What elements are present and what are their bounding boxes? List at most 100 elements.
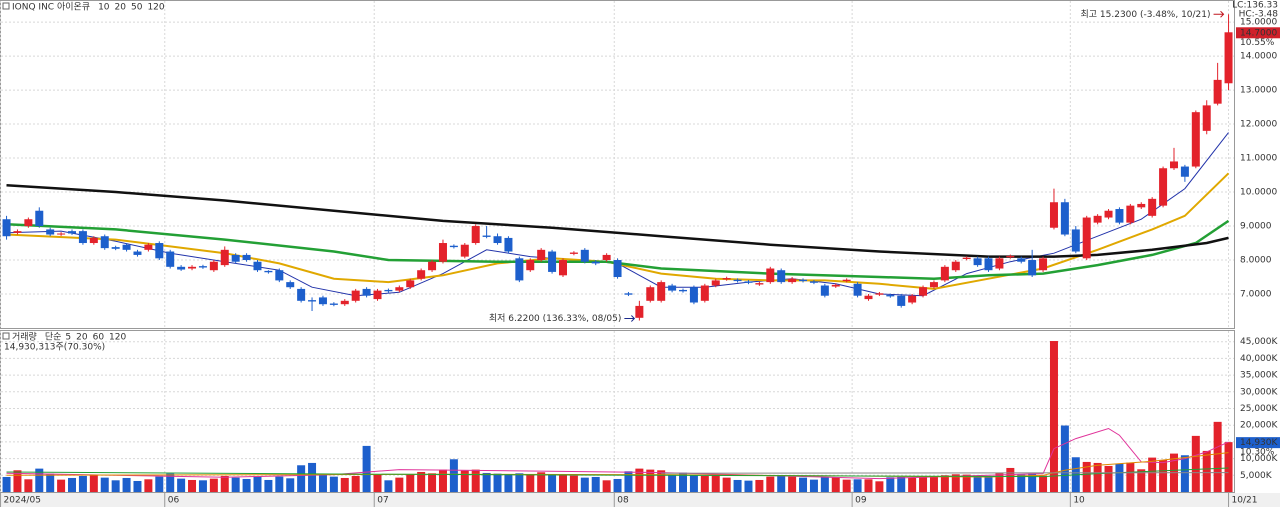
volume-bar xyxy=(471,469,480,492)
volume-bar xyxy=(155,476,164,492)
y-tick-label: 20,000K xyxy=(1240,421,1278,431)
candle-body xyxy=(689,287,698,303)
max-arrow xyxy=(1213,10,1225,18)
volume-bar xyxy=(515,473,524,492)
moving-average-line xyxy=(661,472,1229,474)
volume-bar xyxy=(122,477,131,492)
volume-bar xyxy=(940,475,949,492)
volume-bar xyxy=(722,477,731,492)
y-tick-label: 7.0000 xyxy=(1240,290,1272,300)
volume-bar xyxy=(569,475,578,492)
price-panel xyxy=(0,0,1235,329)
volume-bar xyxy=(613,478,622,492)
candle-body xyxy=(89,237,98,244)
candle-body xyxy=(984,258,993,271)
volume-bar xyxy=(209,478,218,492)
candle-body xyxy=(1049,202,1058,228)
volume-bar xyxy=(886,477,895,492)
candle-body xyxy=(853,283,862,296)
volume-bar xyxy=(799,477,808,492)
candle-body xyxy=(1180,166,1189,177)
candle-body xyxy=(679,289,688,292)
volume-bar xyxy=(558,474,567,492)
candle-body xyxy=(482,235,491,237)
last-volume-box xyxy=(1236,437,1280,449)
candle-body xyxy=(940,266,949,281)
volume-bar xyxy=(100,477,109,492)
candle-body xyxy=(242,254,251,261)
volume-bar xyxy=(1006,467,1015,492)
panel-icon xyxy=(2,332,10,340)
candle-body xyxy=(2,219,11,237)
volume-bar xyxy=(635,468,644,492)
volume-bar xyxy=(548,474,557,492)
candle-body xyxy=(111,247,120,249)
candle-body xyxy=(231,254,240,262)
volume-bar xyxy=(417,471,426,492)
volume-bar xyxy=(308,462,317,492)
volume-bar xyxy=(395,477,404,492)
candle-body xyxy=(635,305,644,318)
candle-body xyxy=(166,251,175,267)
candle-body xyxy=(362,288,371,296)
volume-bar xyxy=(384,480,393,492)
candle-body xyxy=(1137,203,1146,208)
volume-bar xyxy=(929,476,938,492)
volume-bar xyxy=(1049,341,1058,492)
candle-body xyxy=(613,260,622,278)
x-tick-label: 07 xyxy=(377,496,388,506)
volume-bar xyxy=(1028,473,1037,492)
candle-body xyxy=(1169,161,1178,169)
candle-body xyxy=(275,270,284,281)
volume-bar xyxy=(220,475,229,492)
candle-body xyxy=(1006,255,1015,258)
candle-body xyxy=(253,261,262,271)
y-tick-label: 9.0000 xyxy=(1240,222,1272,232)
candle-body xyxy=(177,266,186,270)
candle-body xyxy=(733,279,742,282)
candle-body xyxy=(875,293,884,295)
candle-body xyxy=(133,251,142,255)
volume-bar xyxy=(1191,435,1200,492)
volume-bar xyxy=(689,474,698,492)
candle-body xyxy=(809,281,818,283)
x-tick-label: 10/21 xyxy=(1232,496,1258,506)
volume-bar xyxy=(984,476,993,492)
volume-bar xyxy=(1104,465,1113,492)
volume-bar xyxy=(602,480,611,492)
volume-bar xyxy=(809,479,818,492)
candle-body xyxy=(1126,205,1135,223)
last-price-box xyxy=(1236,27,1280,39)
change-label: 10.30% xyxy=(1240,448,1275,458)
candle-body xyxy=(1202,105,1211,131)
volume-bar xyxy=(624,471,633,492)
candle-body xyxy=(155,243,164,259)
candle-body xyxy=(897,295,906,306)
volume-bar xyxy=(177,478,186,492)
candle-body xyxy=(46,229,55,235)
candle-body xyxy=(657,282,666,301)
candle-body xyxy=(406,280,415,288)
candle-body xyxy=(722,278,731,280)
candle-body xyxy=(318,297,327,305)
candle-body xyxy=(308,300,317,302)
candle-body xyxy=(624,293,633,295)
volume-bar xyxy=(646,469,655,492)
volume-bar xyxy=(1213,421,1222,492)
candle-body xyxy=(799,279,808,282)
candle-body xyxy=(973,258,982,266)
max-annotation: 최고 15.2300 (-3.48%, 10/21) xyxy=(1081,9,1211,20)
volume-bar xyxy=(875,481,884,492)
moving-average-line xyxy=(6,172,1230,290)
chart-title: 거래량 xyxy=(12,331,37,343)
candle-body xyxy=(558,260,567,276)
last-price-label: 14.7000 xyxy=(1240,28,1277,38)
volume-bar xyxy=(1039,475,1048,492)
volume-bar xyxy=(700,475,709,492)
candle-body xyxy=(68,231,77,234)
volume-bar xyxy=(1159,459,1168,492)
volume-bar xyxy=(1137,469,1146,492)
candle-body xyxy=(820,285,829,296)
legend-entry: 20 xyxy=(115,3,127,13)
volume-bar xyxy=(657,470,666,492)
